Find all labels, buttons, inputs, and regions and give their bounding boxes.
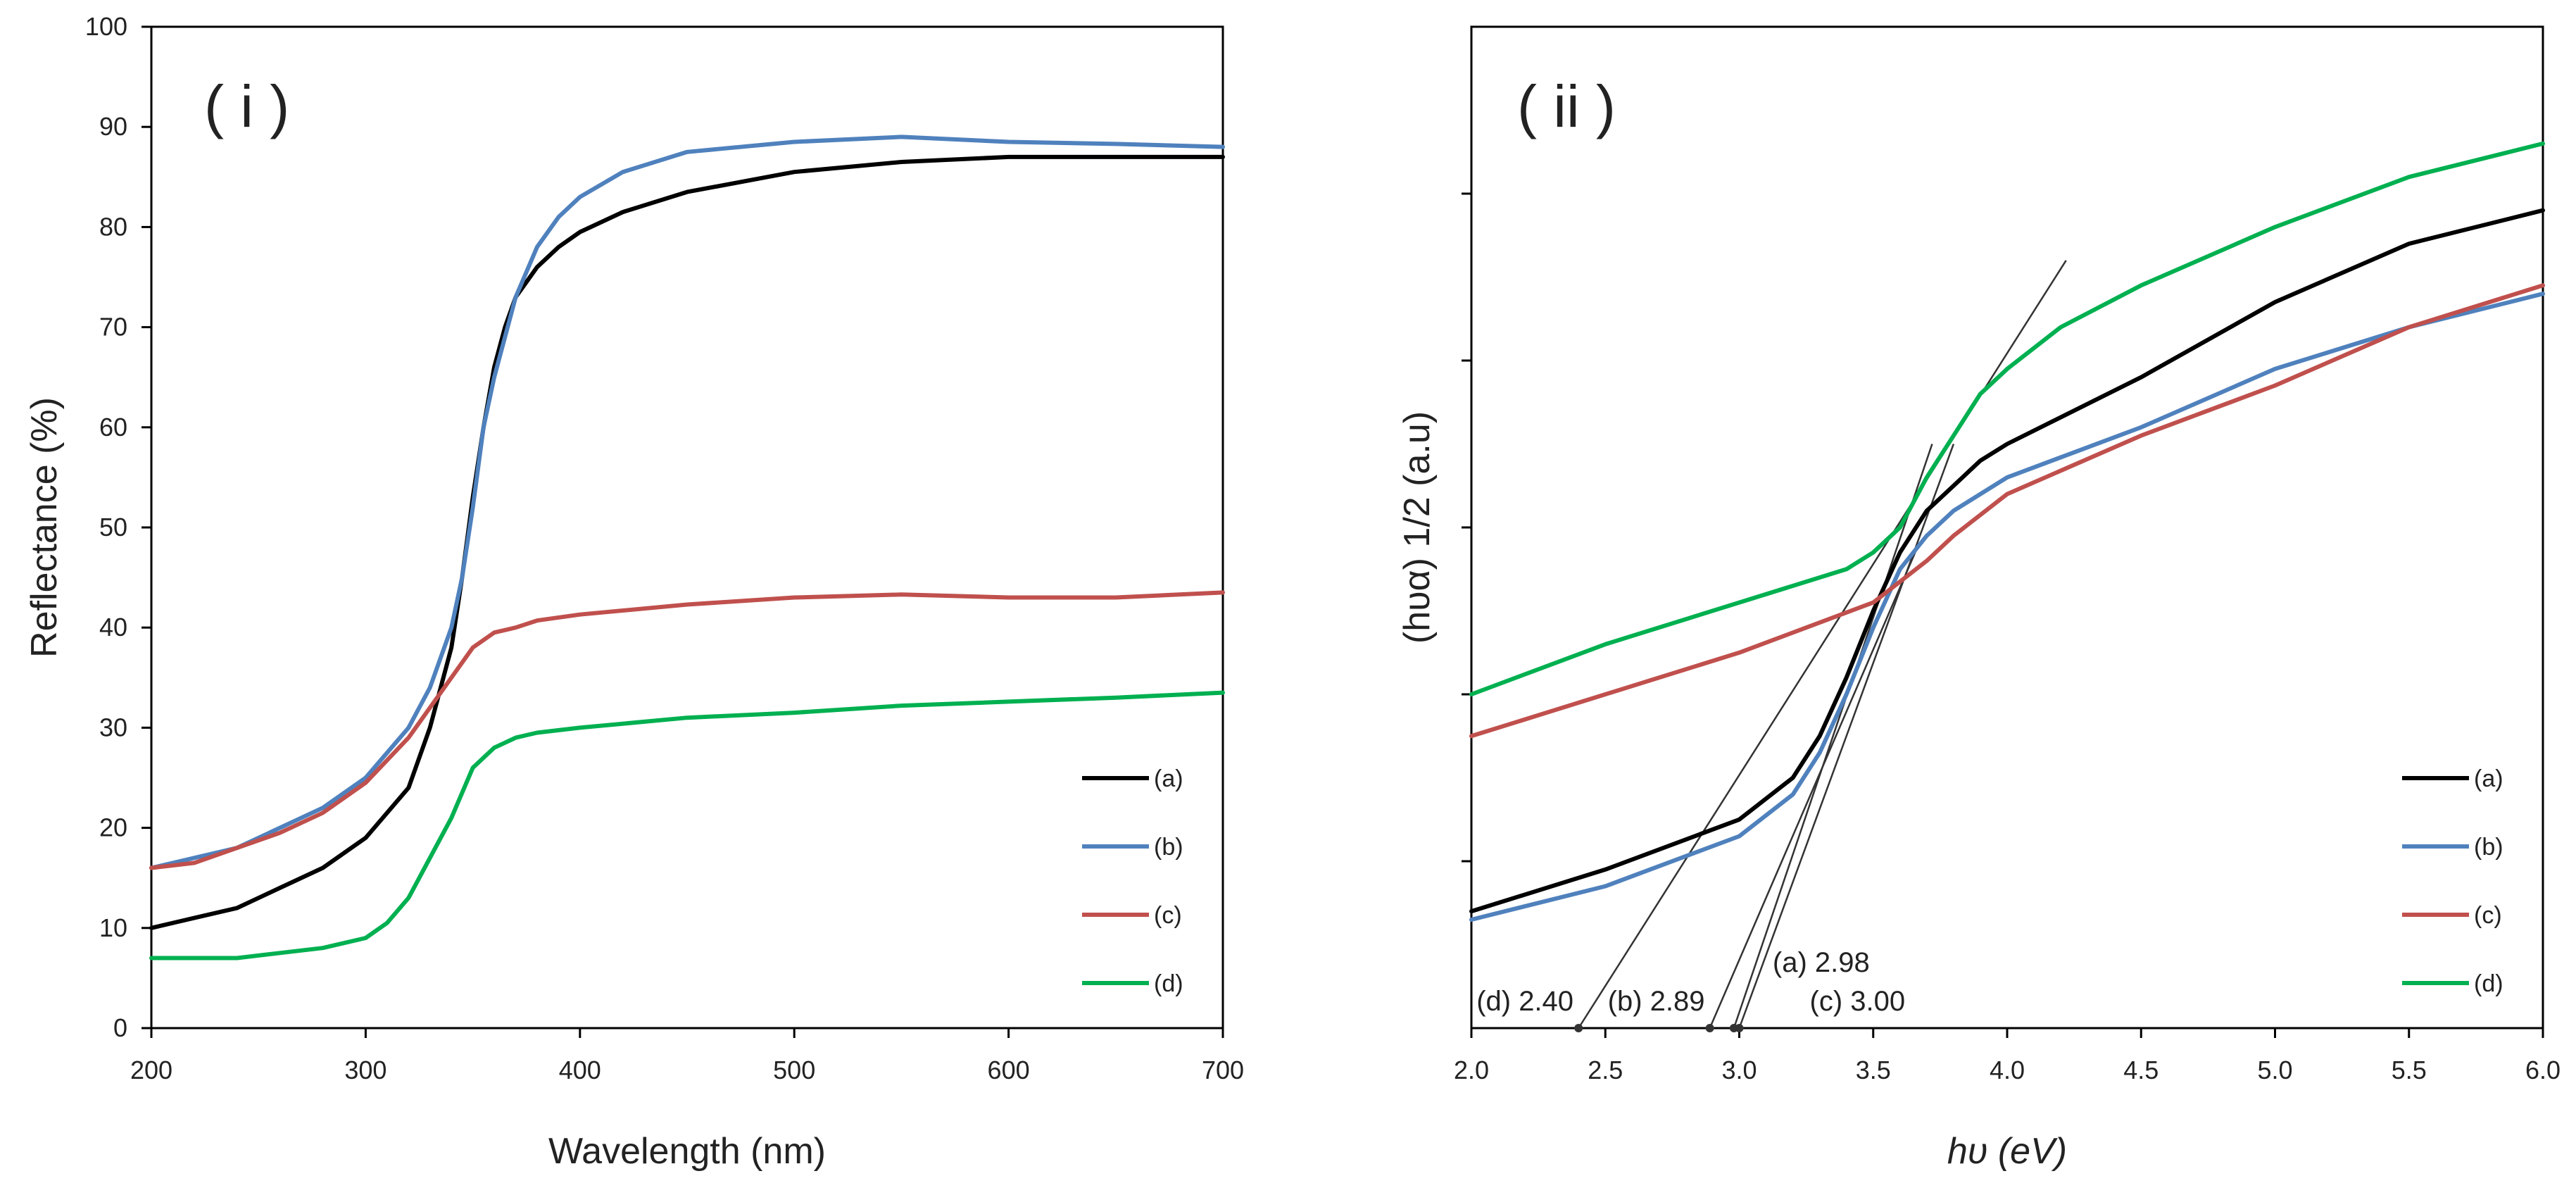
panel-ii-ticks: 2.0 2.5 3.0 3.5 4.0 4.5 5.0 5.5 6.0 <box>1454 192 2561 1084</box>
panel-i-plot-frame <box>150 25 1224 1030</box>
panel-ii-x-tick-label: 2.5 <box>1588 1056 1623 1084</box>
panel-i-y-tick-label: 40 <box>99 613 127 642</box>
panel-i-y-tick-label: 10 <box>99 913 127 942</box>
series-line-d <box>149 690 1225 961</box>
tangent-intercept-marker <box>1574 1024 1583 1032</box>
panel-ii-x-tick-label: 5.0 <box>2257 1056 2292 1084</box>
panel-i-x-tick-label: 200 <box>130 1056 172 1084</box>
tangent-label: (b) 2.89 <box>1608 986 1705 1017</box>
panel-i-y-tick-label: 60 <box>99 413 127 442</box>
panel-ii-x-axis-title: hυ (eV) <box>1947 1131 2067 1172</box>
legend-label-c: (c) <box>1154 902 1182 929</box>
series-line-a <box>149 154 1225 930</box>
panel-ii-y-axis-title: (hυα) 1/2 (a.u) <box>1397 411 1438 644</box>
panel-i-x-tick-label: 700 <box>1202 1056 1244 1084</box>
series-line-d <box>1469 141 2545 696</box>
panel-ii-label: ( ii ) <box>1517 73 1616 139</box>
panel-i-legend: (a) (b) (c) (d) <box>1082 765 1183 997</box>
panel-ii-x-tick-label: 4.5 <box>2123 1056 2159 1084</box>
panel-i-x-tick-label: 500 <box>773 1056 815 1084</box>
panel-i-x-tick-label: 400 <box>559 1056 601 1084</box>
panel-i-y-tick-label: 20 <box>99 813 127 842</box>
legend-label-c: (c) <box>2474 902 2502 929</box>
panel-i-y-tick-label: 0 <box>113 1013 127 1042</box>
legend-label-d: (d) <box>1154 970 1183 997</box>
series-line-c <box>149 590 1225 870</box>
legend-label-d: (d) <box>2474 970 2503 997</box>
panel-ii-x-tick-label: 3.5 <box>1856 1056 1891 1084</box>
panel-i-y-tick-label: 80 <box>99 212 127 241</box>
panel-i-y-axis-title: Reflectance (%) <box>24 397 65 658</box>
panel-ii-x-tick-label: 4.0 <box>1990 1056 2025 1084</box>
tangent-label: (d) 2.40 <box>1476 986 1573 1017</box>
series-line-b <box>149 134 1225 870</box>
tangent-label: (c) 3.00 <box>1810 986 1906 1017</box>
tangent-intercept-marker <box>1735 1024 1744 1032</box>
panel-i-y-tick-label: 90 <box>99 112 127 141</box>
panel-i-y-tick-label: 30 <box>99 713 127 742</box>
panel-i-x-axis-title: Wavelength (nm) <box>548 1131 826 1172</box>
legend-label-a: (a) <box>2474 765 2503 792</box>
panel-ii-x-tick-label: 3.0 <box>1721 1056 1757 1084</box>
panel-i-x-tick-label: 300 <box>344 1056 387 1084</box>
panel-ii-x-tick-label: 2.0 <box>1454 1056 1489 1084</box>
legend-label-b: (b) <box>2474 834 2503 861</box>
panel-i-y-tick-label: 50 <box>99 513 127 542</box>
series-line-b <box>1469 292 2545 922</box>
panel-i-series <box>149 134 1225 961</box>
panel-ii-x-tick-label: 6.0 <box>2525 1056 2561 1084</box>
panel-ii-legend: (a) (b) (c) (d) <box>2402 765 2503 997</box>
panel-ii-series <box>1469 141 2545 922</box>
series-line-a <box>1469 208 2545 914</box>
tangent-label: (a) 2.98 <box>1773 947 1870 978</box>
panel-i-y-tick-label: 100 <box>85 12 127 41</box>
panel-i-reflectance-chart: ( i ) Wavelength (nm) Reflectance (%) 20… <box>24 12 1244 1172</box>
panel-ii-x-tick-label: 5.5 <box>2392 1056 2427 1084</box>
tangent-line <box>1578 260 2067 1029</box>
legend-label-b: (b) <box>1154 834 1183 861</box>
panel-i-ticks: 200 300 400 500 600 700 0 10 20 30 40 50 60 70 80 90 100 <box>85 12 1244 1084</box>
tangent-line <box>1733 444 1933 1029</box>
tangent-line <box>1738 444 1955 1029</box>
series-line-c <box>1469 283 2545 739</box>
panel-i-label: ( i ) <box>204 73 289 139</box>
tangent-line <box>1709 544 1920 1029</box>
legend-label-a: (a) <box>1154 765 1183 792</box>
panel-i-y-tick-label: 70 <box>99 313 127 342</box>
panel-i-x-tick-label: 600 <box>988 1056 1030 1084</box>
tangent-intercept-marker <box>1705 1024 1714 1032</box>
panel-ii-tangent-lines: (a) 2.98 (b) 2.89 (c) 3.00 (d) 2.40 <box>1476 260 2067 1032</box>
panel-ii-tauc-plot: ( ii ) hυ (eV) (hυα) 1/2 (a.u) 2.0 2.5 3.0… <box>1397 25 2561 1172</box>
